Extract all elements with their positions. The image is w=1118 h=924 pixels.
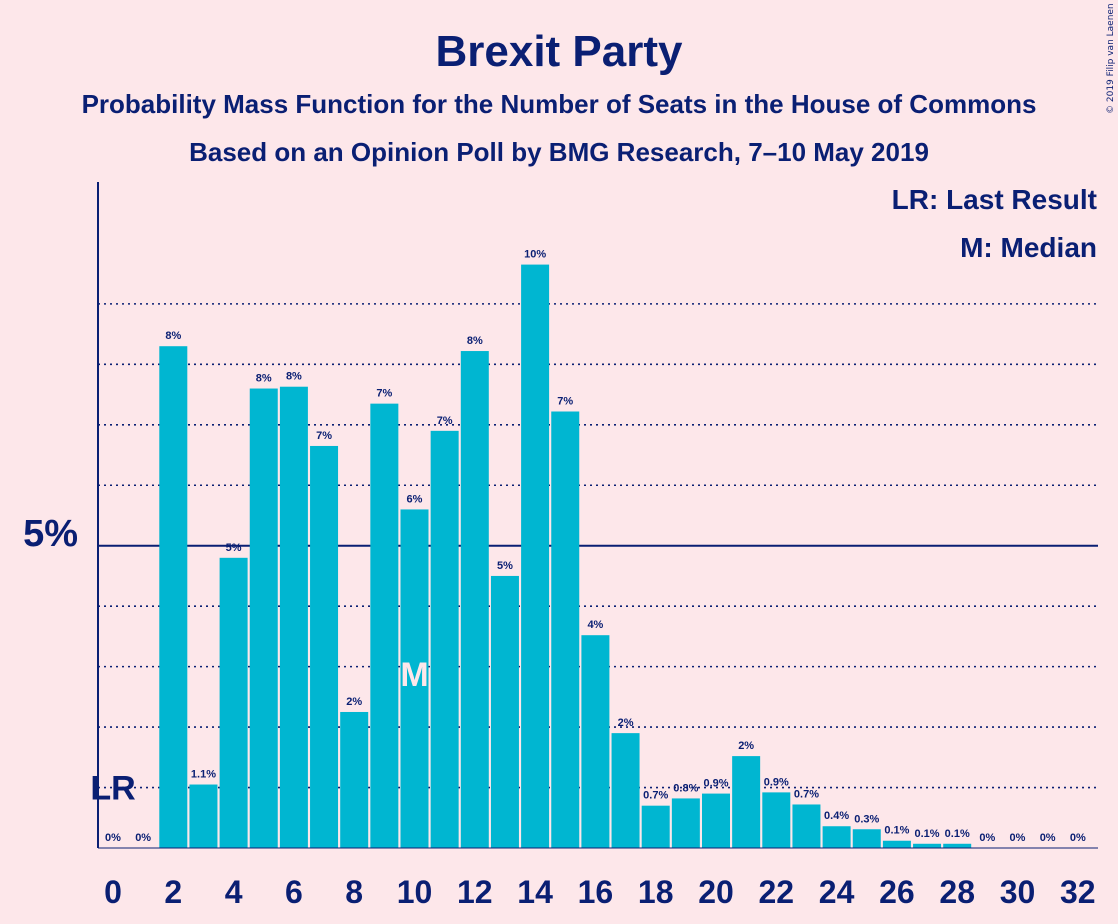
bar-8	[340, 711, 369, 848]
bar-7	[310, 445, 339, 848]
legend-last-result: LR: Last Result	[892, 184, 1097, 215]
bar-19	[671, 798, 700, 848]
bar-14	[521, 264, 550, 848]
x-tick-label-4: 4	[225, 874, 243, 910]
chart-title: Brexit Party	[435, 27, 683, 76]
bar-5	[249, 388, 278, 848]
bar-25	[852, 829, 881, 848]
bar-27	[913, 843, 942, 848]
bar-28	[943, 843, 972, 848]
y-tick-label-5: 5%	[23, 513, 78, 555]
bar-label-10: 6%	[407, 493, 423, 505]
bar-16	[581, 635, 610, 848]
bar-label-13: 5%	[497, 560, 513, 572]
x-tick-label-12: 12	[457, 874, 493, 910]
bar-label-3: 1.1%	[191, 769, 216, 781]
bar-12	[460, 351, 489, 848]
x-tick-label-14: 14	[517, 874, 553, 910]
chart-subtitle-2: Based on an Opinion Poll by BMG Research…	[189, 137, 929, 167]
bar-9	[370, 403, 399, 848]
bar-label-31: 0%	[1040, 832, 1056, 844]
bar-17	[611, 733, 640, 848]
bar-label-21: 2%	[738, 740, 754, 752]
legend-median: M: Median	[960, 232, 1097, 263]
bar-label-0: 0%	[105, 832, 121, 844]
bars	[159, 264, 972, 848]
bar-label-22: 0.9%	[764, 776, 789, 788]
bar-10	[400, 509, 429, 848]
bar-20	[702, 793, 730, 848]
bar-label-12: 8%	[467, 335, 483, 347]
bar-label-27: 0.1%	[915, 828, 940, 840]
bar-label-29: 0%	[979, 832, 995, 844]
bar-label-20: 0.9%	[703, 778, 728, 790]
bar-3	[189, 784, 218, 848]
x-tick-label-18: 18	[638, 874, 674, 910]
bar-15	[551, 411, 580, 848]
bar-26	[882, 840, 911, 848]
x-tick-label-6: 6	[285, 874, 303, 910]
x-tick-label-32: 32	[1060, 874, 1096, 910]
bar-label-19: 0.8%	[673, 782, 698, 794]
bar-label-14: 10%	[524, 249, 546, 261]
bar-4	[219, 557, 248, 848]
x-tick-labels: 0 2 4 6 8 10 12 14 16 18 20 22 24 26 28 30 32	[104, 874, 1095, 910]
bar-label-1: 0%	[135, 832, 151, 844]
bar-18	[641, 805, 670, 848]
x-tick-label-10: 10	[397, 874, 433, 910]
bar-label-18: 0.7%	[643, 790, 668, 802]
x-tick-label-2: 2	[164, 874, 182, 910]
bar-label-15: 7%	[557, 395, 573, 407]
bar-label-17: 2%	[618, 717, 634, 729]
bar-24	[822, 826, 851, 848]
bar-label-2: 8%	[165, 330, 181, 342]
bar-6	[279, 386, 308, 848]
bar-label-28: 0.1%	[945, 828, 970, 840]
x-tick-label-8: 8	[345, 874, 363, 910]
bar-label-26: 0.1%	[884, 825, 909, 837]
bar-label-6: 8%	[286, 371, 302, 383]
bar-label-7: 7%	[316, 430, 332, 442]
bar-label-23: 0.7%	[794, 788, 819, 800]
bar-13	[490, 575, 519, 848]
x-tick-label-22: 22	[759, 874, 795, 910]
bar-label-8: 2%	[346, 696, 362, 708]
x-tick-label-26: 26	[879, 874, 915, 910]
x-tick-label-20: 20	[698, 874, 734, 910]
bar-23	[792, 804, 821, 848]
bar-2	[159, 346, 188, 848]
bar-label-16: 4%	[587, 619, 603, 631]
x-tick-label-30: 30	[1000, 874, 1036, 910]
bar-label-4: 5%	[226, 542, 242, 554]
bar-label-11: 7%	[437, 415, 453, 427]
bar-11	[430, 430, 459, 848]
chart-subtitle: Probability Mass Function for the Number…	[82, 89, 1037, 119]
bar-label-32: 0%	[1070, 832, 1086, 844]
bar-22	[762, 792, 791, 848]
bar-label-24: 0.4%	[824, 810, 849, 822]
x-tick-label-0: 0	[104, 874, 122, 910]
bar-label-9: 7%	[376, 388, 392, 400]
bar-labels: 0% 0% 8% 1.1% 5% 8% 8% 7% 2% 7% 6% 7% 8% 5% 10% 7% 4% 2% 0…	[105, 249, 1086, 844]
x-tick-label-16: 16	[578, 874, 614, 910]
x-tick-label-28: 28	[939, 874, 975, 910]
bar-label-5: 8%	[256, 373, 272, 385]
bar-label-30: 0%	[1010, 832, 1026, 844]
bar-label-25: 0.3%	[854, 813, 879, 825]
copyright-text: © 2019 Filip van Laenen	[1106, 3, 1116, 114]
x-tick-label-24: 24	[819, 874, 855, 910]
bar-21	[732, 756, 761, 848]
median-marker: M	[400, 656, 428, 694]
